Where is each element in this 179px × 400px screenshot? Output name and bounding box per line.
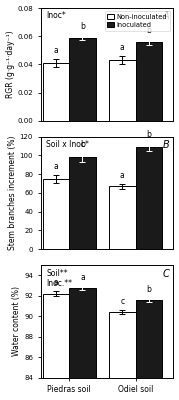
Bar: [43, 179, 69, 249]
Legend: Non-inoculated, Inoculated: Non-inoculated, Inoculated: [105, 11, 170, 31]
Text: Soil**
Inoc.**: Soil** Inoc.**: [46, 268, 72, 288]
Text: C: C: [163, 268, 170, 278]
Text: b: b: [146, 285, 151, 294]
Bar: [69, 288, 96, 400]
Y-axis label: RGR (g·g⁻¹·day⁻¹): RGR (g·g⁻¹·day⁻¹): [6, 30, 14, 98]
Text: Inoc*: Inoc*: [46, 12, 66, 20]
Text: Soil x Inoc*: Soil x Inoc*: [46, 140, 89, 149]
Bar: [109, 186, 136, 249]
Text: a: a: [54, 162, 58, 171]
Bar: [109, 60, 136, 121]
Bar: [136, 300, 162, 400]
Text: A: A: [163, 12, 170, 22]
Text: c: c: [120, 297, 124, 306]
Text: a: a: [80, 273, 85, 282]
Text: a: a: [54, 46, 58, 55]
Bar: [69, 157, 96, 249]
Text: a: a: [120, 171, 125, 180]
Bar: [43, 294, 69, 400]
Text: b: b: [146, 130, 151, 139]
Text: a: a: [54, 278, 58, 287]
Y-axis label: Water content (%): Water content (%): [12, 286, 21, 356]
Text: B: B: [163, 140, 170, 150]
Y-axis label: Stem branches increment (%): Stem branches increment (%): [8, 136, 17, 250]
Bar: [136, 147, 162, 249]
Text: b: b: [80, 140, 85, 149]
Bar: [136, 42, 162, 121]
Text: b: b: [80, 22, 85, 31]
Text: b: b: [146, 26, 151, 35]
Bar: [43, 63, 69, 121]
Bar: [69, 38, 96, 121]
Bar: [109, 312, 136, 400]
Text: a: a: [120, 43, 125, 52]
